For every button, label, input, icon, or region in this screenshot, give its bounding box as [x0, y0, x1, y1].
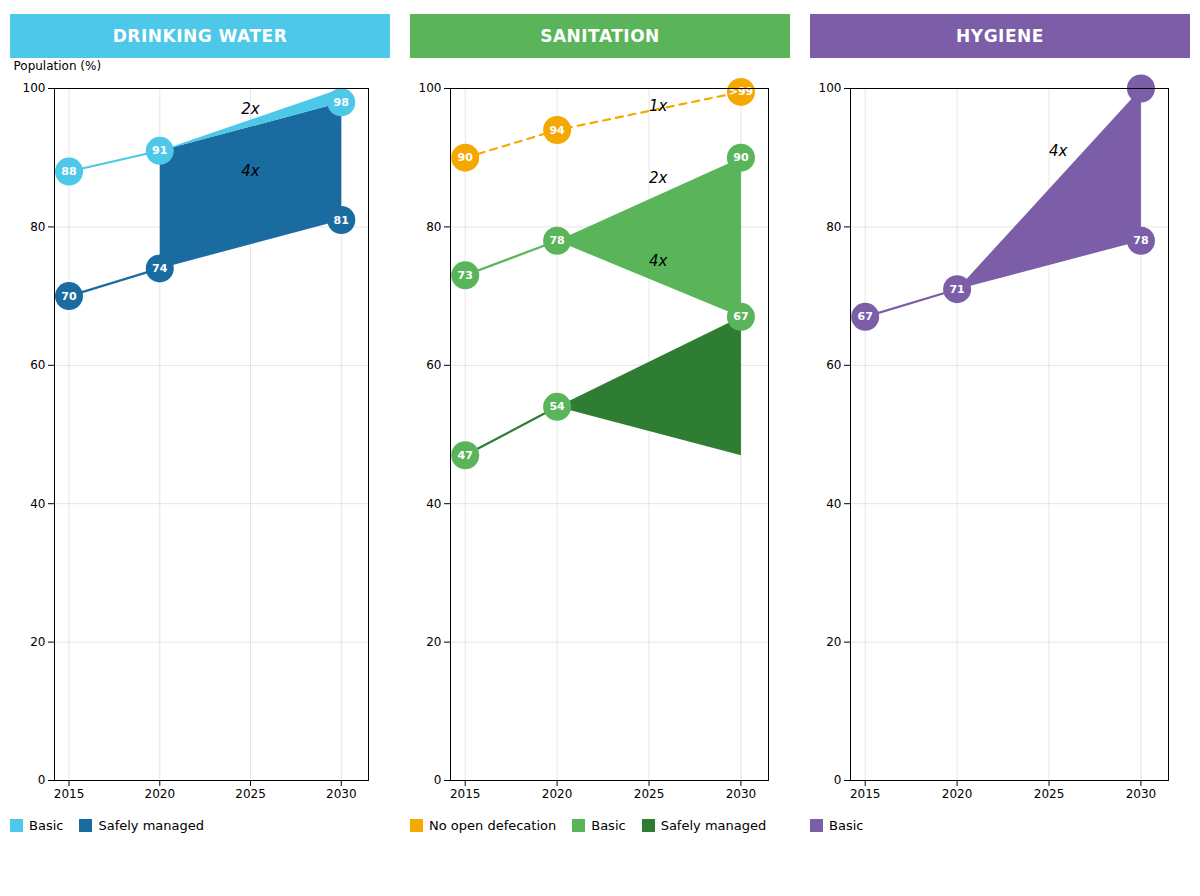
svg-text:40: 40 [426, 497, 441, 511]
svg-text:2025: 2025 [634, 787, 665, 801]
html-text:SANITATION: SANITATION [540, 26, 660, 46]
svg-text:Population (%): Population (%) [14, 59, 102, 73]
svg-text:4x: 4x [241, 162, 260, 180]
html-text:Basic: Basic [29, 818, 64, 833]
svg-text:2020: 2020 [942, 787, 973, 801]
svg-text:0: 0 [834, 773, 842, 787]
svg-text:60: 60 [826, 358, 841, 372]
svg-text:94: 94 [549, 124, 565, 137]
svg-text:88: 88 [61, 165, 76, 178]
svg-text:2030: 2030 [1126, 787, 1157, 801]
svg-text:67: 67 [858, 310, 873, 323]
svg-text:90: 90 [458, 151, 474, 164]
svg-text:78: 78 [549, 234, 564, 247]
svg-text:60: 60 [426, 358, 441, 372]
svg-text:2015: 2015 [54, 787, 85, 801]
svg-text:2x: 2x [241, 100, 260, 118]
svg-text:4x: 4x [1049, 142, 1068, 160]
html-text:Safely managed: Safely managed [660, 818, 767, 833]
svg-text:80: 80 [426, 220, 441, 234]
svg-text:40: 40 [826, 497, 841, 511]
svg-text:40: 40 [30, 497, 45, 511]
svg-text:78: 78 [1133, 234, 1148, 247]
html-text:Safely managed: Safely managed [98, 818, 204, 833]
svg-text:2x: 2x [649, 169, 668, 187]
svg-text:100: 100 [819, 81, 842, 95]
html-text:HYGIENE: HYGIENE [956, 26, 1044, 46]
svg-text:20: 20 [426, 635, 441, 649]
svg-text:98: 98 [334, 96, 349, 109]
svg-text:2025: 2025 [1034, 787, 1065, 801]
svg-text:70: 70 [61, 290, 77, 303]
html-text:No open defecation: No open defecation [429, 818, 557, 833]
svg-text:71: 71 [949, 283, 964, 296]
svg-text:20: 20 [826, 635, 841, 649]
svg-text:81: 81 [334, 214, 349, 227]
svg-text:2030: 2030 [326, 787, 357, 801]
svg-text:2015: 2015 [450, 787, 481, 801]
svg-text:47: 47 [458, 449, 473, 462]
svg-text:60: 60 [30, 358, 45, 372]
svg-text:100: 100 [419, 81, 442, 95]
svg-text:74: 74 [152, 262, 168, 275]
svg-text:54: 54 [549, 400, 565, 413]
html-text:Basic: Basic [591, 818, 626, 833]
svg-text:90: 90 [733, 151, 749, 164]
html-text:Basic: Basic [829, 818, 864, 833]
html-text:DRINKING WATER: DRINKING WATER [112, 26, 288, 46]
svg-text:67: 67 [733, 310, 748, 323]
svg-text:80: 80 [30, 220, 45, 234]
svg-text:91: 91 [152, 144, 167, 157]
svg-text:1x: 1x [649, 97, 668, 115]
svg-text:0: 0 [38, 773, 46, 787]
svg-text:100: 100 [23, 81, 46, 95]
svg-text:2030: 2030 [726, 787, 757, 801]
svg-text:4x: 4x [649, 252, 668, 270]
svg-text:2020: 2020 [542, 787, 573, 801]
svg-text:80: 80 [826, 220, 841, 234]
svg-text:0: 0 [434, 773, 442, 787]
svg-text:73: 73 [458, 269, 473, 282]
svg-text:2015: 2015 [850, 787, 881, 801]
svg-text:2025: 2025 [235, 787, 266, 801]
svg-text:20: 20 [30, 635, 45, 649]
svg-text:2020: 2020 [144, 787, 175, 801]
svg-text:>99: >99 [729, 85, 754, 98]
